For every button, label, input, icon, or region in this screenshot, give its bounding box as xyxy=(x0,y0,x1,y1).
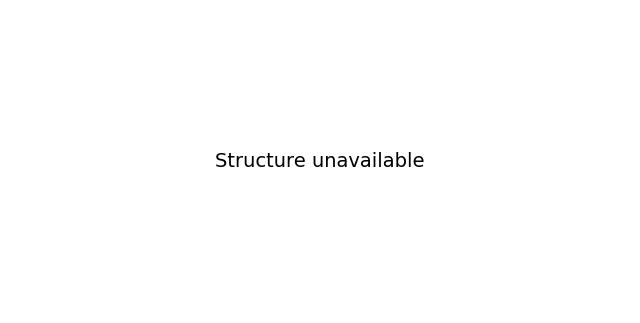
Text: Structure unavailable: Structure unavailable xyxy=(215,152,425,171)
